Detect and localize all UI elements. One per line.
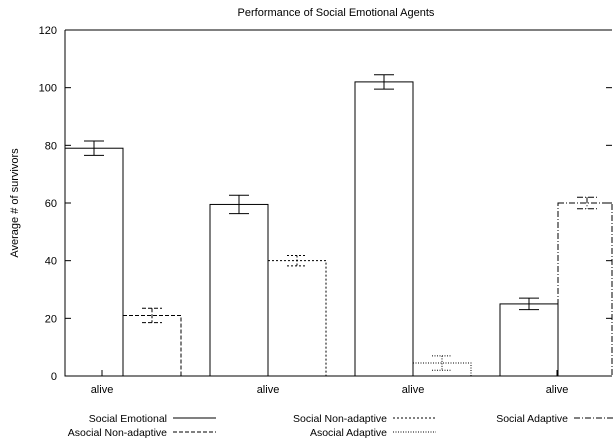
y-tick-label: 80 <box>45 140 57 152</box>
legend: Social Emotional Asocial Non-adaptive Soci… <box>68 413 613 439</box>
y-tick-label: 100 <box>39 83 57 95</box>
y-tick-label: 60 <box>45 198 57 210</box>
legend-label: Asocial Adaptive <box>310 427 387 439</box>
legend-label: Social Emotional <box>89 413 167 425</box>
bar <box>64 147 124 377</box>
y-tick-label: 40 <box>45 256 57 268</box>
legend-label: Social Adaptive <box>496 413 568 425</box>
bar <box>122 314 182 377</box>
bar <box>499 303 559 377</box>
x-tick-label: alive <box>402 384 425 396</box>
y-axis-label: Average # of survivors <box>9 148 21 258</box>
bar <box>267 260 327 377</box>
legend-label: Asocial Non-adaptive <box>68 427 167 439</box>
x-tick-label: alive <box>257 384 280 396</box>
x-tick-label: alive <box>546 384 569 396</box>
y-tick-label: 20 <box>45 313 57 325</box>
bar <box>354 81 414 377</box>
y-tick-label: 0 <box>51 371 57 383</box>
x-tick-label: alive <box>91 384 114 396</box>
plot-area: 0 20 40 60 80 100 120 alive alive alive alive <box>39 25 613 396</box>
bar <box>412 362 472 377</box>
y-tick-label: 120 <box>39 25 57 37</box>
legend-label: Social Non-adaptive <box>293 413 387 425</box>
bar <box>557 202 613 377</box>
chart-title: Performance of Social Emotional Agents <box>238 7 435 19</box>
bar <box>209 203 269 377</box>
